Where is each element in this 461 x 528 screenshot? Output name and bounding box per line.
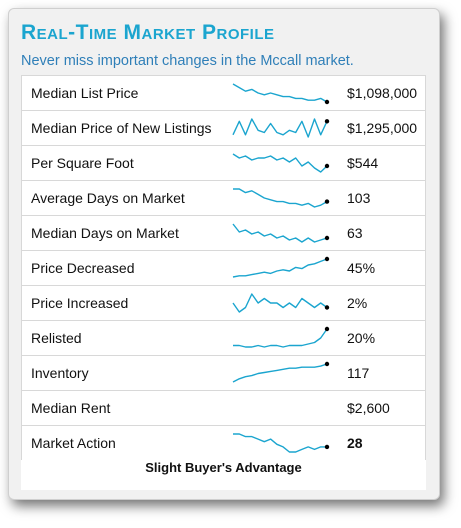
sparkline-endpoint — [324, 256, 330, 262]
metric-label: Price Decreased — [21, 250, 228, 286]
metric-trend-cell — [228, 390, 338, 426]
metric-row: Median Price of New Listings $1,295,000 — [21, 110, 426, 146]
card-title: Real-Time Market Profile — [21, 21, 275, 44]
metric-label: Median Rent — [21, 390, 228, 426]
sparkline-endpoint — [324, 235, 330, 241]
metric-value: 63 — [338, 215, 426, 251]
metric-value: $544 — [338, 145, 426, 181]
metrics-table: Median List Price $1,098,000 Median Price … — [21, 75, 426, 490]
sparkline-line — [232, 293, 328, 313]
metric-value: $1,098,000 — [338, 75, 426, 111]
metric-label: Price Increased — [21, 285, 228, 321]
metric-value: 45% — [338, 250, 426, 286]
sparkline-chart — [232, 83, 330, 105]
metric-row: Per Square Foot $544 — [21, 145, 426, 181]
sparkline-endpoint — [324, 163, 330, 169]
sparkline-endpoint — [324, 119, 330, 124]
metric-row: Price Decreased 45% — [21, 250, 426, 286]
sparkline-line — [233, 433, 327, 453]
metric-trend-cell — [228, 250, 338, 286]
metric-trend-cell — [228, 75, 338, 111]
metric-value: 20% — [338, 320, 426, 356]
sparkline-chart — [233, 188, 330, 208]
metric-trend-cell — [228, 145, 338, 181]
metric-row: Price Increased 2% — [21, 285, 426, 321]
market-condition-label: Slight Buyer's Advantage — [145, 460, 302, 475]
metric-label: Median Days on Market — [21, 215, 228, 251]
metric-label: Per Square Foot — [21, 145, 228, 181]
metric-trend-cell — [228, 110, 338, 146]
sparkline-line — [232, 118, 328, 138]
sparkline-line — [232, 83, 328, 103]
sparkline-endpoint — [324, 326, 330, 332]
metric-trend-cell — [228, 355, 338, 391]
metric-label: Median List Price — [21, 75, 228, 111]
sparkline-line — [233, 328, 328, 348]
sparkline-chart — [232, 118, 330, 138]
metric-trend-cell — [228, 425, 338, 460]
sparkline-line — [232, 258, 328, 278]
metric-label: Inventory — [21, 355, 228, 391]
metric-label: Median Price of New Listings — [21, 110, 228, 146]
sparkline-chart — [233, 433, 330, 453]
sparkline-chart — [232, 153, 330, 173]
sparkline-chart — [232, 223, 330, 243]
sparkline-chart — [233, 326, 330, 348]
metric-row: Average Days on Market 103 — [21, 180, 426, 216]
metric-value: $1,295,000 — [338, 110, 426, 146]
market-condition-row: Slight Buyer's Advantage — [22, 460, 426, 490]
metric-label: Average Days on Market — [21, 180, 228, 216]
sparkline-chart — [232, 361, 330, 383]
metric-row: Median Rent $2,600 — [21, 390, 426, 426]
metric-row: Market Action 28 — [21, 425, 426, 460]
metric-trend-cell — [228, 215, 338, 251]
sparkline-chart — [232, 293, 330, 313]
sparkline-endpoint — [324, 444, 330, 450]
sparkline-line — [232, 363, 328, 383]
market-profile-card: Real-Time Market Profile Never miss impo… — [8, 8, 440, 500]
metric-value: 103 — [338, 180, 426, 216]
metric-value: 2% — [338, 285, 426, 321]
sparkline-endpoint — [324, 199, 330, 204]
metric-trend-cell — [228, 180, 338, 216]
sparkline-endpoint — [324, 305, 330, 310]
card-subtitle: Never miss important changes in the Mcca… — [21, 53, 354, 69]
sparkline-endpoint — [324, 99, 330, 105]
sparkline-chart — [232, 256, 330, 278]
metric-row: Median Days on Market 63 — [21, 215, 426, 251]
metric-value: $2,600 — [338, 390, 426, 426]
metric-label: Market Action — [21, 425, 228, 460]
metric-row: Relisted 20% — [21, 320, 426, 356]
metric-trend-cell — [228, 285, 338, 321]
metric-row: Inventory 117 — [21, 355, 426, 391]
metric-value: 117 — [338, 355, 426, 391]
metric-row: Median List Price $1,098,000 — [21, 75, 426, 111]
sparkline-line — [232, 223, 328, 243]
metric-label: Relisted — [21, 320, 228, 356]
sparkline-line — [232, 153, 328, 173]
sparkline-line — [233, 188, 328, 208]
metric-trend-cell — [228, 320, 338, 356]
metric-value: 28 — [338, 425, 426, 460]
sparkline-endpoint — [324, 361, 330, 367]
